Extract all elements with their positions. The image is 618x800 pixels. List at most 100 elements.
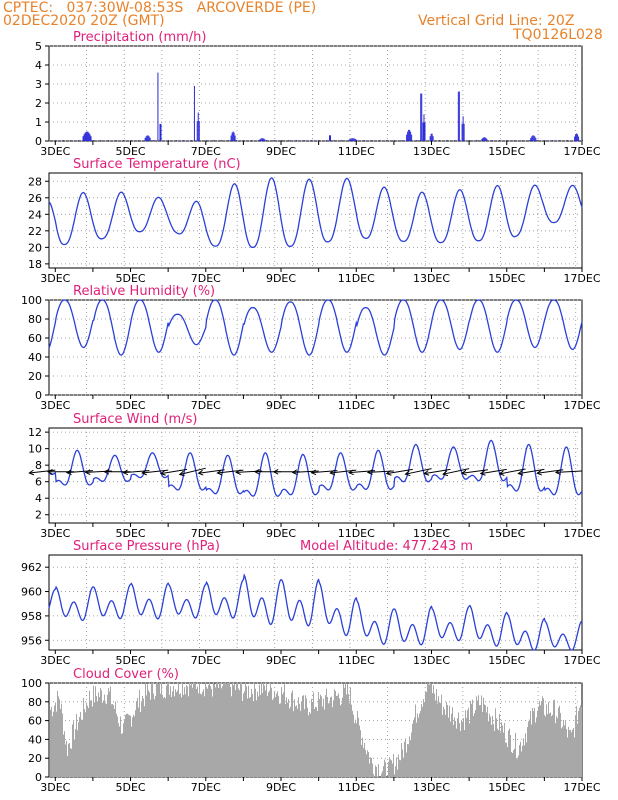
cloud-bar (273, 698, 274, 777)
cloud-bar (460, 730, 461, 777)
plot-frame (48, 45, 583, 142)
cloud-bar (541, 700, 542, 777)
plot-frame (48, 172, 583, 269)
cloud-bar (561, 728, 562, 777)
cloud-bar (293, 711, 294, 777)
cloud-bar (358, 717, 359, 777)
cloud-bar (404, 741, 405, 777)
cloud-bar (275, 696, 276, 777)
cloud-bar (281, 687, 282, 777)
precip-bar (153, 140, 155, 141)
cloud-bar (294, 699, 295, 777)
cloud-bar (254, 683, 255, 777)
cloud-bar (384, 759, 385, 777)
panel-title: Precipitation (mm/h) (73, 30, 206, 45)
cloud-bar (224, 683, 225, 777)
cloud-bar (573, 727, 574, 777)
cloud-bar (430, 683, 431, 777)
wind-vector (85, 470, 112, 473)
cloud-bar (451, 713, 452, 777)
cloud-bar (200, 693, 201, 777)
cloud-bar (127, 713, 128, 777)
cloud-bar (373, 773, 374, 777)
cloud-bar (565, 720, 566, 777)
wind-arrowhead (235, 469, 241, 475)
precip-bar (198, 140, 200, 141)
cloud-bar (195, 683, 196, 777)
cloud-bar (111, 704, 112, 777)
cloud-bar (151, 683, 152, 777)
y-tick-label: 100 (21, 294, 42, 307)
x-tick-label: 3DEC (40, 527, 70, 540)
x-tick-label: 7DEC (191, 145, 221, 158)
cloud-bar (282, 694, 283, 777)
cloud-bar (343, 683, 344, 777)
cloud-bar (289, 708, 290, 777)
cloud-bar (186, 685, 187, 777)
precip-bar (281, 140, 283, 141)
cloud-bar (243, 693, 244, 777)
precip-bar (521, 140, 523, 141)
cloud-bar (352, 710, 353, 777)
cloud-bar (178, 683, 179, 777)
panel-title: Surface Pressure (hPa) (73, 539, 220, 554)
cloud-bar (394, 774, 395, 777)
cloud-bar (490, 716, 491, 777)
y-tick-label: 1 (35, 116, 42, 129)
cloud-bar (250, 697, 251, 777)
cloud-bar (517, 759, 518, 777)
precip-bar (421, 93, 423, 141)
cloud-bar (309, 711, 310, 777)
cloud-bar (489, 713, 490, 777)
cloud-bar (433, 685, 434, 777)
cloud-bar (334, 689, 335, 777)
cloud-bar (546, 704, 547, 777)
y-tick-label: 60 (28, 332, 42, 345)
cloud-bar (303, 695, 304, 777)
cloud-bar (91, 700, 92, 777)
cloud-bar (402, 749, 403, 777)
precip-bar (531, 136, 533, 141)
cloud-bar (429, 684, 430, 777)
cloud-bar (391, 760, 392, 777)
cloud-bar (163, 698, 164, 777)
wind-arrowhead (178, 470, 185, 477)
precip-bar (88, 132, 90, 141)
cloud-bar (522, 745, 523, 777)
x-tick-label: 5DEC (115, 781, 145, 794)
wind-vector (461, 469, 489, 474)
wind-arrowhead (423, 470, 430, 476)
cloud-bar (265, 690, 266, 777)
cloud-bar (317, 710, 318, 777)
cloud-bar (536, 717, 537, 777)
precip-bar (261, 138, 263, 141)
cloud-bar (437, 703, 438, 777)
cloud-bar (550, 712, 551, 777)
wind-line (48, 439, 583, 497)
x-tick-label: 15DEC (488, 145, 525, 158)
cloud-bar (526, 742, 527, 777)
cloud-bar (464, 730, 465, 777)
cloud-bar (231, 696, 232, 777)
cloud-bar (140, 712, 141, 777)
cloud-bar (57, 690, 58, 777)
panel-title: Relative Humidity (%) (73, 284, 215, 299)
y-tick-label: 12 (28, 426, 42, 439)
cloud-bar (420, 710, 421, 777)
cloud-bar (166, 685, 167, 777)
cloud-bar (152, 683, 153, 777)
cloud-bar (296, 705, 297, 777)
precip-bar (84, 132, 86, 141)
cloud-bar (227, 683, 228, 777)
cloud-bar (181, 697, 182, 777)
precip-bar (559, 140, 561, 141)
wind-vector (198, 469, 225, 474)
cloud-bar (502, 725, 503, 777)
cloud-bar (426, 691, 427, 777)
cloud-bar (285, 704, 286, 777)
panel-wind: 2 4 6 8 10 12 Surface Wind (m/s) 3DEC 5DEC 7DEC 9D… (28, 412, 601, 540)
cloud-bar (443, 706, 444, 777)
cloud-bar (297, 708, 298, 777)
cloud-bar (51, 706, 52, 777)
cloud-bar (134, 716, 135, 777)
